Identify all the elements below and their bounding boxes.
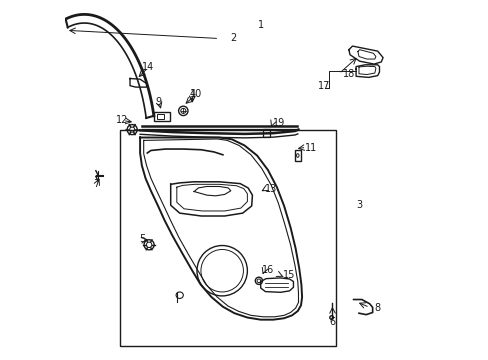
Text: 4: 4 (189, 89, 195, 99)
Bar (263, 129, 270, 137)
Text: 13: 13 (265, 184, 277, 194)
Text: 12: 12 (116, 114, 128, 125)
Text: 16: 16 (261, 265, 273, 275)
Text: 10: 10 (189, 89, 202, 99)
Text: 9: 9 (155, 96, 161, 107)
Text: 8: 8 (374, 303, 380, 313)
Text: 11: 11 (305, 143, 317, 153)
Text: 2: 2 (230, 33, 236, 43)
Bar (294, 150, 300, 161)
Text: 6: 6 (329, 317, 335, 327)
Text: 15: 15 (283, 270, 295, 280)
Text: 14: 14 (142, 62, 154, 72)
Bar (157, 114, 163, 119)
Text: 1: 1 (257, 20, 263, 30)
Text: 19: 19 (272, 118, 284, 128)
Bar (120, 130, 336, 346)
Text: 5: 5 (139, 234, 145, 244)
Text: 7: 7 (93, 179, 99, 189)
Text: 3: 3 (356, 200, 362, 210)
Text: 17: 17 (317, 81, 329, 91)
Bar (153, 112, 170, 121)
Text: 18: 18 (342, 69, 354, 79)
